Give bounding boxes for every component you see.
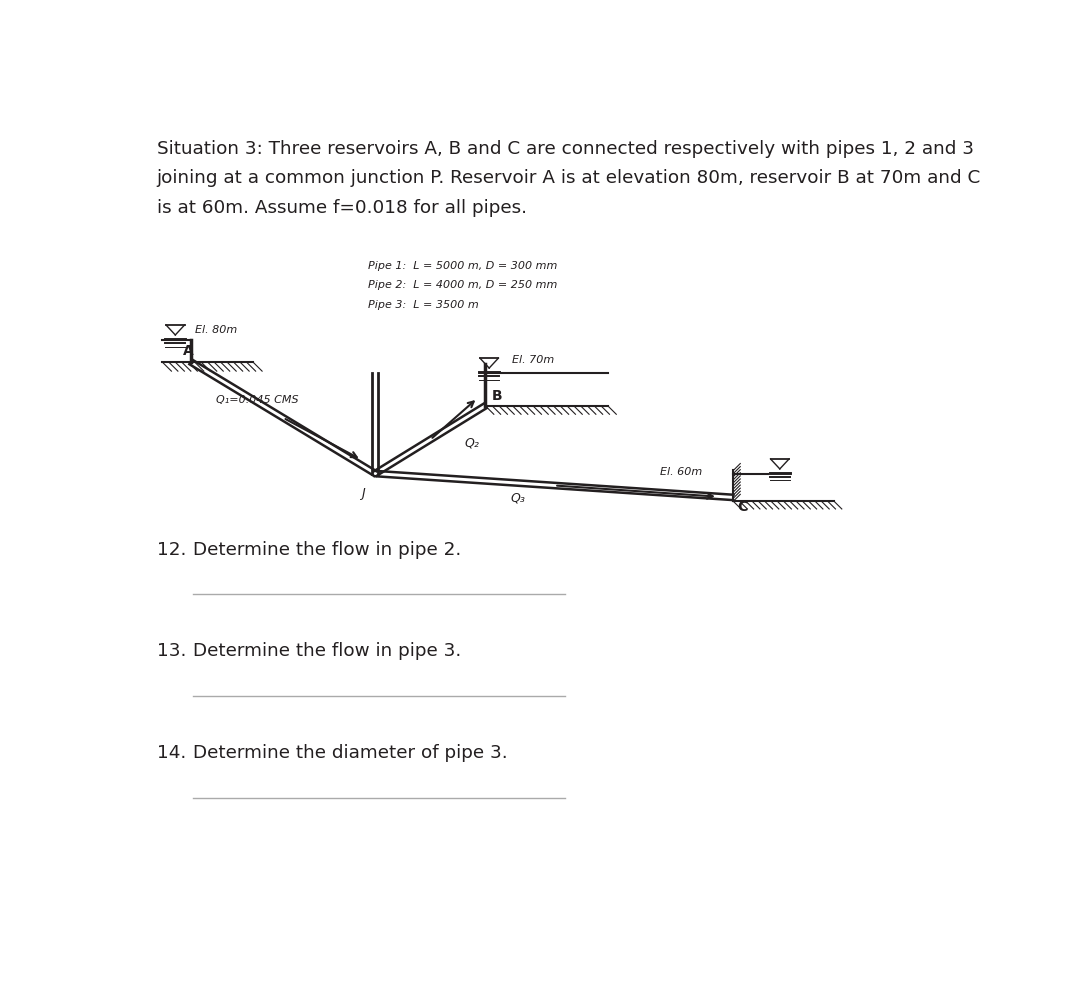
Text: 13.: 13.	[157, 643, 186, 661]
Text: 12.: 12.	[157, 541, 186, 559]
Text: joining at a common junction P. Reservoir A is at elevation 80m, reservoir B at : joining at a common junction P. Reservoi…	[157, 169, 981, 187]
Text: Determine the flow in pipe 3.: Determine the flow in pipe 3.	[193, 643, 461, 661]
Text: Q₂: Q₂	[464, 436, 480, 449]
Text: J: J	[362, 487, 365, 500]
Text: B: B	[491, 388, 502, 402]
Text: Situation 3: Three reservoirs A, B and C are connected respectively with pipes 1: Situation 3: Three reservoirs A, B and C…	[157, 140, 974, 158]
Text: is at 60m. Assume f=0.018 for all pipes.: is at 60m. Assume f=0.018 for all pipes.	[157, 198, 527, 216]
Text: Pipe 3:  L = 3500 m: Pipe 3: L = 3500 m	[367, 299, 478, 309]
Text: C: C	[738, 499, 747, 514]
Text: Pipe 2:  L = 4000 m, D = 250 mm: Pipe 2: L = 4000 m, D = 250 mm	[367, 280, 557, 290]
Text: Q₃: Q₃	[511, 491, 526, 505]
Text: Pipe 1:  L = 5000 m, D = 300 mm: Pipe 1: L = 5000 m, D = 300 mm	[367, 261, 557, 271]
Text: El. 80m: El. 80m	[194, 324, 237, 334]
Text: 14.: 14.	[157, 744, 186, 762]
Text: El. 60m: El. 60m	[660, 467, 702, 477]
Text: A: A	[183, 344, 193, 358]
Text: Q₁=0.045 CMS: Q₁=0.045 CMS	[216, 394, 299, 404]
Text: El. 70m: El. 70m	[512, 354, 555, 364]
Text: Determine the diameter of pipe 3.: Determine the diameter of pipe 3.	[193, 744, 508, 762]
Text: Determine the flow in pipe 2.: Determine the flow in pipe 2.	[193, 541, 461, 559]
